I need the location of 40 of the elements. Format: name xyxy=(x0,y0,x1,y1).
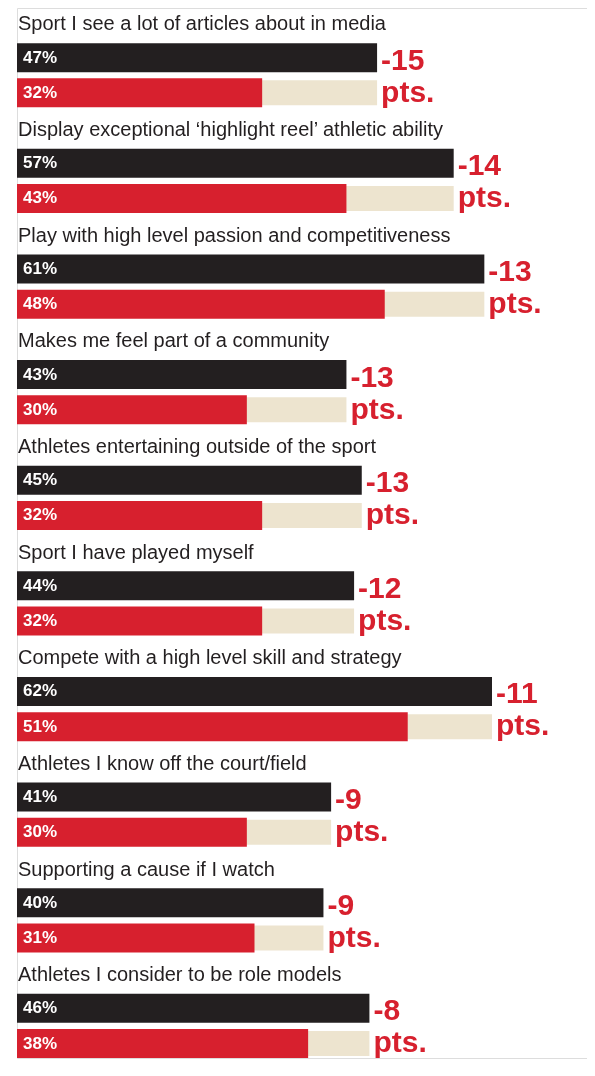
annotation: -12 pts. xyxy=(358,570,412,636)
data-label: 45% xyxy=(23,470,58,490)
y-tick-label: Display exceptional ‘highlight reel’ athletic ability xyxy=(18,118,444,141)
annotation: -14 pts. xyxy=(457,148,512,214)
data-label: 41% xyxy=(23,787,58,807)
annotation: -13 pts. xyxy=(488,253,542,319)
annotation: -15 pts. xyxy=(381,42,435,108)
annotation: -13 pts. xyxy=(365,465,420,531)
data-label: 32% xyxy=(23,505,58,525)
annotation: -11 pts. xyxy=(496,676,550,742)
data-label: 32% xyxy=(23,611,58,631)
y-tick-label: Play with high level passion and competitiveness xyxy=(18,223,451,246)
y-tick-label: Athletes I know off the court/field xyxy=(18,751,307,774)
data-label: 30% xyxy=(23,399,58,419)
data-label: 43% xyxy=(23,188,58,208)
y-tick-label: Athletes I consider to be role models xyxy=(18,963,342,986)
data-label: 57% xyxy=(23,153,58,173)
y-tick-label: Compete with a high level skill and strategy xyxy=(18,646,402,669)
data-label: 40% xyxy=(23,892,58,912)
y-tick-label: Makes me feel part of a community xyxy=(18,329,330,352)
annotation: -13 pts. xyxy=(350,359,404,425)
data-label: 44% xyxy=(23,575,58,595)
data-label: 48% xyxy=(23,294,58,314)
annotation: -8 pts. xyxy=(373,993,427,1059)
annotation: -9 pts. xyxy=(335,782,389,848)
y-tick-label: Supporting a cause if I watch xyxy=(18,857,275,880)
y-tick-label: Sport I see a lot of articles about in media xyxy=(18,12,387,35)
data-label: 46% xyxy=(23,998,58,1018)
data-label: 30% xyxy=(23,822,58,842)
data-label: 61% xyxy=(23,258,58,278)
data-label: 38% xyxy=(23,1033,58,1053)
annotation: -9 pts. xyxy=(327,887,381,953)
data-label: 31% xyxy=(23,927,58,947)
y-tick-label: Athletes entertaining outside of the sport xyxy=(18,434,377,457)
data-label: 62% xyxy=(23,681,58,701)
data-label: 43% xyxy=(23,364,58,384)
data-label: 32% xyxy=(23,82,58,102)
data-label: 51% xyxy=(23,716,58,736)
data-label: 47% xyxy=(23,47,58,67)
y-tick-label: Sport I have played myself xyxy=(18,540,255,563)
